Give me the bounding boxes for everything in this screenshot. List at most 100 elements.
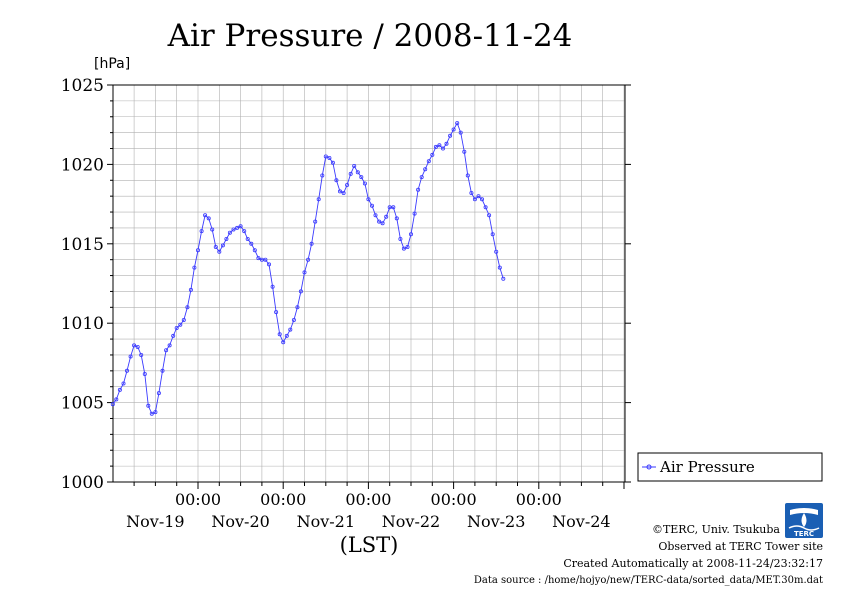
data-point [117,387,122,392]
data-point [437,143,442,148]
data-point [156,391,161,396]
x-date-label: Nov-19 [126,512,184,531]
series-line [112,122,504,415]
data-source-text: Data source : /home/hojyo/new/TERC-data/… [474,575,823,586]
y-tick-label: 1010 [61,314,104,334]
x-tick-label: 00:00 [260,490,306,509]
x-tick-label: 00:00 [431,490,477,509]
data-point [316,197,321,202]
data-point [298,289,303,294]
data-point [210,227,215,232]
data-point [266,262,271,267]
data-point [227,230,232,235]
data-point [494,249,499,254]
data-point [167,343,172,348]
data-point [327,155,332,160]
data-point [369,203,374,208]
data-point [444,141,449,146]
x-date-label: Nov-20 [211,512,269,531]
data-point [199,229,204,234]
data-point [416,187,421,192]
data-point [405,244,410,249]
data-point [462,149,467,154]
data-point [362,181,367,186]
data-point [448,133,453,138]
data-point [302,270,307,275]
data-point [323,154,328,159]
data-point [178,322,183,327]
x-tick-label: 00:00 [175,490,221,509]
data-point [352,163,357,168]
data-point [419,175,424,180]
data-point [426,159,431,164]
created-text: Created Automatically at 2008-11-24/23:3… [563,557,823,570]
data-point [497,265,502,270]
data-point [465,173,470,178]
data-point [291,317,296,322]
data-point [384,214,389,219]
data-point [479,197,484,202]
data-point [242,229,247,234]
x-date-label: Nov-22 [382,512,440,531]
data-point [235,225,240,230]
y-tick-label: 1020 [61,155,104,175]
data-point [401,246,406,251]
data-point [206,216,211,221]
data-point [394,216,399,221]
data-point [320,173,325,178]
data-point [153,410,158,415]
data-point [345,182,350,187]
data-point [249,241,254,246]
y-axis: 1000 1005 1010 1015 1020 1025 [61,76,631,493]
x-date-label: Nov-24 [552,512,610,531]
data-point [238,224,243,229]
data-point [146,403,151,408]
data-point [128,354,133,359]
data-point [220,243,225,248]
data-point [469,190,474,195]
data-point [114,397,119,402]
data-point [423,167,428,172]
data-point [224,236,229,241]
data-point [274,310,279,315]
data-point [213,244,218,249]
data-point [195,248,200,253]
data-point [188,287,193,292]
data-point [309,241,314,246]
data-point [334,178,339,183]
data-point [430,152,435,157]
data-point [284,333,289,338]
x-date-label: Nov-21 [297,512,355,531]
data-point [408,232,413,237]
data-point [391,205,396,210]
x-axis-label: (LST) [340,533,399,557]
legend-marker-icon [646,464,652,470]
x-tick-label: 00:00 [345,490,391,509]
data-point [139,352,144,357]
plot-frame [112,84,626,483]
terc-logo: TERC [785,503,823,538]
data-point [490,232,495,237]
y-axis-unit: [hPa] [94,56,130,72]
data-point [132,343,137,348]
data-point [281,340,286,345]
data-point [295,305,300,310]
data-point [125,368,130,373]
data-point [398,236,403,241]
data-point [277,332,282,337]
data-point [313,219,318,224]
data-point [341,190,346,195]
data-point [366,197,371,202]
data-point [203,213,208,218]
data-point [270,284,275,289]
data-point [455,121,460,126]
data-point [373,213,378,218]
y-tick-label: 1015 [61,235,104,255]
data-point [245,236,250,241]
data-point [451,127,456,132]
data-point [160,368,165,373]
data-point [412,211,417,216]
logo-text: TERC [794,530,814,538]
y-tick-label: 1000 [61,473,104,493]
